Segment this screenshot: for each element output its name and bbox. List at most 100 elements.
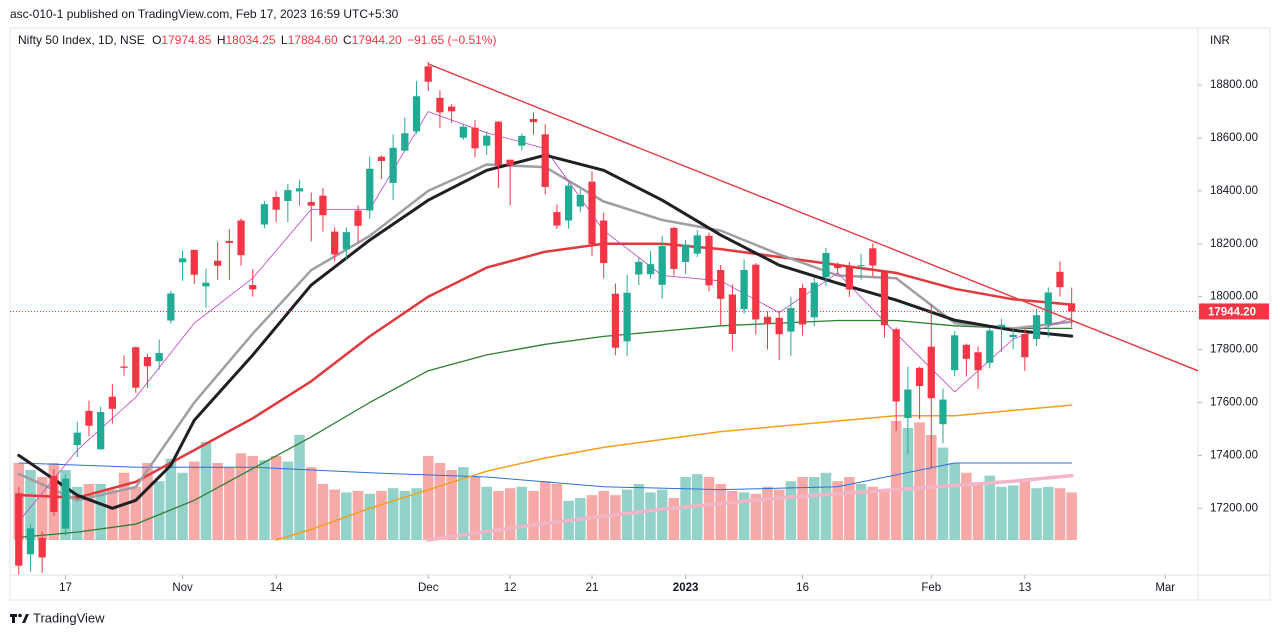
volume-bar [844, 477, 855, 540]
x-tick-label: 14 [270, 582, 283, 594]
volume-bar [902, 428, 914, 540]
volume-bar [879, 491, 890, 540]
volume-bar [72, 486, 83, 540]
candle-body [342, 232, 350, 250]
candle-body [494, 121, 503, 166]
candle-body [61, 478, 70, 529]
ohlc-value: 17944.20 [352, 33, 402, 47]
candle-body [986, 330, 994, 363]
volume-bar [949, 463, 960, 540]
volume-bar [820, 472, 832, 540]
candle-body [366, 168, 374, 211]
volume-bar [516, 486, 528, 540]
volume-bar [797, 477, 808, 540]
symbol: Nifty 50 Index, 1D, NSE [18, 33, 145, 47]
volume-bar [703, 477, 715, 540]
volume-bar [1019, 481, 1031, 540]
candle-body [424, 66, 432, 82]
volume-bar [270, 456, 282, 540]
candle-body [155, 353, 163, 362]
x-tick-label: Nov [172, 582, 193, 594]
volume-average [18, 462, 1073, 491]
currency: INR [1210, 35, 1230, 47]
y-tick-label: 18600.00 [1210, 132, 1258, 144]
candle-body [1032, 315, 1041, 340]
candle-body [740, 269, 748, 310]
x-tick-label: 17 [59, 582, 72, 594]
candle-body [728, 294, 737, 334]
candle-body [190, 249, 198, 275]
volume-bar [1042, 486, 1054, 540]
candle-body [506, 159, 514, 166]
volume-bar [762, 486, 773, 540]
candle-body [38, 537, 46, 558]
volume-bar [36, 477, 48, 540]
candle-body [143, 356, 152, 367]
volume-bar [715, 484, 726, 540]
candle-body [541, 134, 549, 187]
moving-average [275, 404, 1073, 541]
volume-bar [282, 461, 294, 540]
volume-average [426, 473, 1074, 542]
volume-bar [107, 489, 118, 540]
brand: TradingView [33, 610, 105, 625]
volume-bar [200, 442, 212, 540]
candle-body [483, 135, 491, 146]
volume-bar [317, 484, 329, 540]
candle-body [775, 317, 783, 335]
y-tick-label: 17400.00 [1210, 449, 1258, 461]
candle-body [927, 346, 935, 399]
volume-bar [434, 463, 446, 540]
volume-bar [1054, 488, 1066, 540]
axes: 17200.00 17400.00 17600.00 17800.00 18000.00… [59, 79, 1269, 594]
candle-body [553, 212, 561, 226]
candle-body [237, 220, 245, 256]
candle-body [857, 265, 865, 267]
moving-average [18, 319, 1073, 539]
volume-bar [399, 491, 411, 540]
change: −91.65 (−0.51%) [407, 33, 496, 47]
candle-body [97, 412, 105, 450]
candle-body [798, 287, 807, 325]
candle-body [249, 285, 257, 290]
candle-body [962, 344, 970, 359]
volume-bar [773, 489, 785, 540]
plot-area [10, 61, 1198, 575]
x-tick-label: Feb [921, 582, 941, 594]
volume-bar [855, 484, 867, 540]
candle-body [939, 399, 947, 425]
ohlc-value: 17974.85 [161, 33, 211, 47]
volume-bar [25, 470, 36, 540]
candle-body [681, 244, 690, 263]
candle-body [459, 126, 467, 138]
volume-bar [539, 481, 551, 540]
volume-bar [996, 486, 1007, 540]
volume-bar [95, 484, 106, 540]
volume-bar [750, 493, 762, 540]
volume-bar [411, 488, 422, 540]
y-tick-label: 18400.00 [1210, 185, 1258, 197]
candle-body [73, 432, 81, 446]
candle-body [354, 210, 362, 226]
candle-body [880, 272, 889, 326]
volume-bar [785, 481, 797, 540]
logo-part [12, 614, 15, 623]
volume-bar [376, 491, 387, 540]
candle-body [1056, 271, 1064, 288]
volume-bar [727, 491, 738, 540]
ohlc-key: O [152, 33, 161, 47]
x-tick-label: 2023 [673, 582, 699, 594]
ohlc-key: C [343, 33, 352, 47]
y-tick-label: 18200.00 [1210, 238, 1258, 250]
candle-body [822, 253, 830, 278]
volume-bar [118, 472, 130, 540]
candle-body [377, 156, 386, 162]
y-tick-label: 17200.00 [1210, 502, 1258, 514]
candle-body [132, 347, 140, 388]
volume-bar [235, 453, 247, 540]
volume-bar [972, 484, 984, 540]
volume-bar [1031, 488, 1042, 540]
x-tick-label: 13 [1018, 582, 1031, 594]
volume-bar [551, 484, 563, 540]
